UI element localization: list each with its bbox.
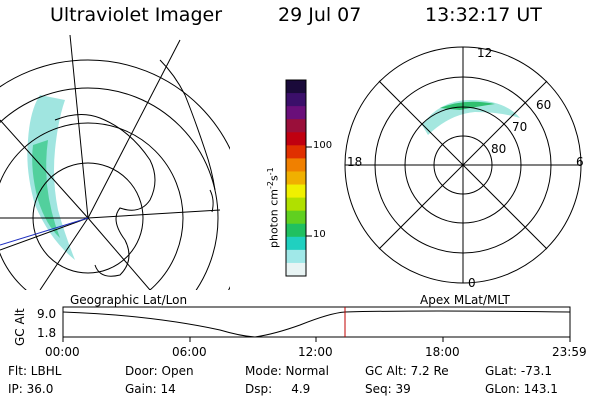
polar-mlt-panel [344,46,582,284]
colorbar-band [286,171,306,186]
colorbar-tick-10: 10 [313,229,326,240]
status-dsp: Dsp: 4.9 [245,382,311,396]
colorbar-band [286,184,306,199]
colorbar-band [286,132,306,146]
lat-label-80: 80 [491,142,507,156]
timeline-xtick-0000: 00:00 [45,345,80,359]
colorbar-band [286,106,306,120]
colorbar-band [286,249,306,264]
colorbar-band [286,145,306,159]
colorbar-band [286,223,306,238]
status-mode: Mode: Normal [245,364,329,378]
date-label: 29 Jul 07 [278,4,362,26]
mlt-label-18: 18 [347,155,363,169]
timeline-title-right: Apex MLat/MLT [420,293,510,307]
colorbar-band [286,262,306,277]
colorbar-band [286,236,306,251]
mlt-label-6: 6 [576,155,584,169]
timeline-title-left: Geographic Lat/Lon [70,293,188,307]
timeline-xtick-1200: 12:00 [298,345,333,359]
timeline-ytick-top: 9.0 [37,307,57,321]
colorbar-axis [305,80,312,276]
colorbar-band [286,80,306,94]
timeline-ytick-bottom: 1.8 [37,326,57,340]
status-door: Door: Open [125,364,194,378]
geographic-map-panel [0,35,230,290]
timeline-xtick-1800: 18:00 [425,345,460,359]
app-title: Ultraviolet Imager [50,4,223,26]
status-ip: IP: 36.0 [8,382,54,396]
polar-aurora [422,100,520,135]
status-gcalt: GC Alt: 7.2 Re [365,364,449,378]
status-seq: Seq: 39 [365,382,411,396]
timeline-xtick-0600: 06:00 [172,345,207,359]
status-gain: Gain: 14 [125,382,176,396]
timeline-xtick-2359: 23:59 [552,345,587,359]
status-glat: GLat: -73.1 [485,364,552,378]
colorbar-band [286,197,306,212]
colorbar [285,79,307,277]
colorbar-band [286,158,306,172]
time-label: 13:32:17 UT [425,4,542,26]
colorbar-band [286,93,306,107]
lat-label-60: 60 [536,98,552,112]
timeline-ylabel: GC Alt [13,308,27,346]
colorbar-unit-label: photon cm-2s-1 [266,167,281,248]
mlt-label-12: 12 [477,46,493,60]
status-glon: GLon: 143.1 [485,382,558,396]
status-flt: Flt: LBHL [8,364,62,378]
lat-label-70: 70 [512,120,528,134]
colorbar-band [286,210,306,225]
colorbar-band [286,119,306,133]
timeline-plot [62,306,571,342]
mlt-label-0: 0 [468,276,476,290]
colorbar-tick-100: 100 [313,140,333,151]
